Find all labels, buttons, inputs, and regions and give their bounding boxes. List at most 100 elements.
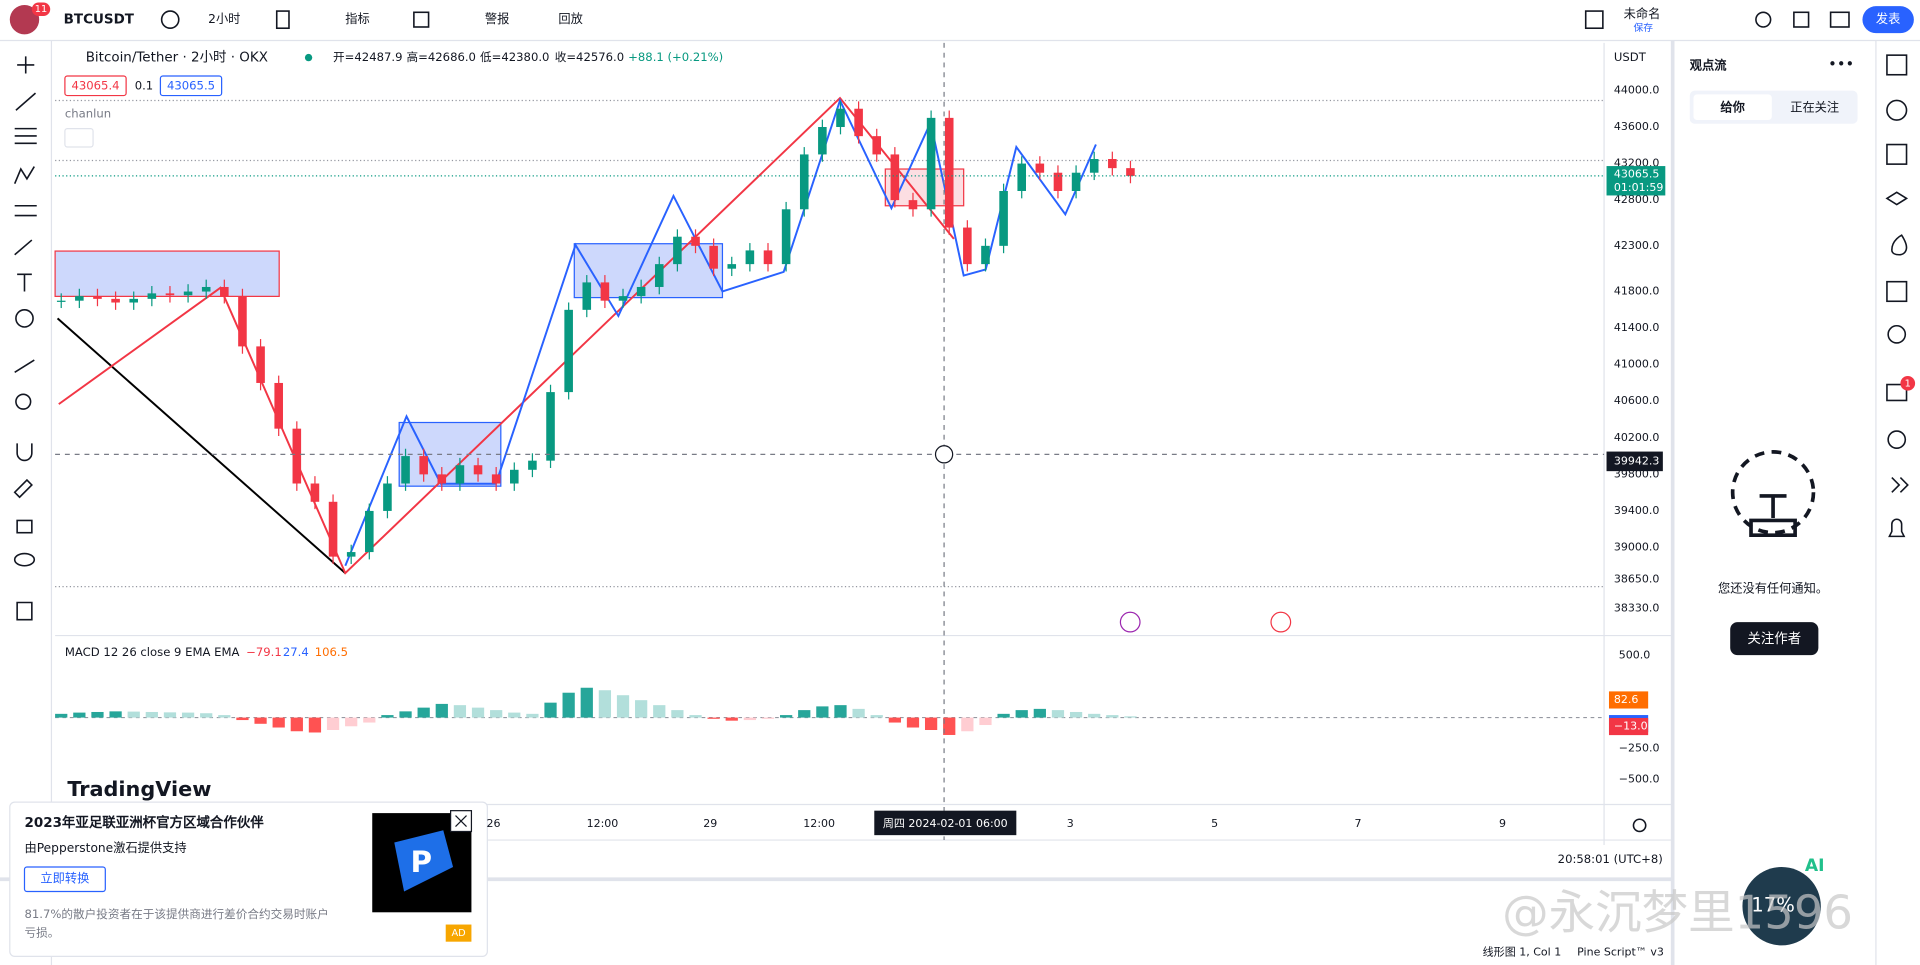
candle — [147, 293, 157, 299]
ask[interactable]: 43065.5 — [167, 78, 215, 92]
avatar-badge: 11 — [35, 4, 47, 15]
candle — [256, 346, 265, 383]
macd-bar — [381, 715, 394, 718]
macd-bar — [91, 711, 104, 718]
y-tick-label: 41800.0 — [1614, 285, 1660, 298]
y-tick-label: 39400.0 — [1614, 504, 1660, 517]
macd-bar — [73, 712, 86, 718]
candle — [111, 298, 120, 303]
right-toolbar[interactable] — [1885, 54, 1909, 538]
y-tick-label: 38650.0 — [1614, 572, 1660, 585]
macd-bar — [961, 717, 974, 732]
svg-text:•••: ••• — [1828, 56, 1854, 73]
candle — [582, 282, 592, 310]
candle — [818, 127, 827, 155]
candle — [383, 483, 392, 511]
candle — [93, 296, 102, 299]
candle — [636, 286, 646, 297]
macd-bar — [743, 717, 756, 721]
x-tick-label: 12:00 — [587, 817, 619, 830]
candle — [1126, 168, 1135, 176]
candle — [510, 469, 519, 484]
x-tick-label: 7 — [1354, 817, 1361, 830]
macd-badge-label: 82.6 — [1614, 693, 1639, 706]
candle — [129, 298, 138, 303]
macd-bar — [163, 712, 177, 718]
save[interactable]: 保存 — [1633, 21, 1653, 34]
layout-name[interactable]: 未命名 — [1624, 6, 1661, 21]
indicators[interactable]: 指标 — [345, 11, 369, 26]
candle — [944, 117, 954, 228]
x-tick-label: 3 — [1067, 817, 1074, 830]
bid[interactable]: 43065.4 — [71, 78, 119, 92]
candle — [1108, 159, 1117, 169]
pine-version: Pine Script™ v3 — [1577, 946, 1664, 959]
candle — [238, 296, 247, 347]
candle — [926, 117, 936, 210]
currency[interactable]: USDT — [1614, 50, 1647, 64]
macd-bar — [1088, 713, 1101, 718]
symbol[interactable]: BTCUSDT — [64, 13, 135, 28]
macd-bar — [399, 711, 412, 718]
macd-bar — [236, 717, 249, 721]
clock: 20:58:01 (UTC+8) — [1558, 852, 1663, 866]
alert[interactable]: 警报 — [485, 11, 509, 26]
macd-bar — [671, 710, 684, 718]
candle — [310, 483, 320, 502]
candle — [165, 293, 175, 296]
macd-bar — [888, 717, 901, 723]
crosshair-time: 周四 2024-02-01 06:00 — [883, 817, 1008, 830]
cpu: 17% — [1751, 894, 1795, 917]
y-tick-label: 40200.0 — [1614, 431, 1660, 444]
ad-button[interactable] — [23, 866, 106, 893]
drawing-tools[interactable] — [13, 56, 37, 621]
macd-bar — [653, 705, 666, 718]
tab-for-you[interactable]: 给你 — [1720, 99, 1745, 114]
candle — [691, 236, 700, 246]
empty-message: 您还没有任何通知。 — [1718, 581, 1828, 596]
follow-label: 关注作者 — [1747, 631, 1801, 647]
macd-bar — [471, 707, 485, 718]
network-widget — [1742, 866, 1821, 946]
macd-bar — [490, 710, 503, 718]
ad-card[interactable] — [9, 801, 488, 957]
macd-bar — [272, 717, 285, 728]
macd-badge — [1608, 691, 1649, 709]
ad-disclaimer: 亏损。 — [24, 926, 59, 940]
ad-button-label: 立即转换 — [40, 871, 89, 886]
macd-bar — [635, 700, 648, 718]
macd-bar — [345, 717, 358, 727]
svg-text:P: P — [410, 845, 432, 879]
macd-bar — [562, 692, 575, 718]
macd-bar — [508, 712, 521, 718]
candle — [618, 296, 628, 301]
weibo-watermark: @永沉梦里1596 — [1502, 885, 1853, 939]
replay[interactable]: 回放 — [558, 11, 582, 26]
tab-following[interactable]: 正在关注 — [1790, 99, 1839, 114]
x-tick-label: 9 — [1499, 817, 1506, 830]
y-tick-label: 41400.0 — [1614, 321, 1660, 334]
follow-button[interactable] — [1730, 622, 1819, 656]
candle — [1017, 163, 1026, 191]
y-tick-label: 42800.0 — [1614, 193, 1660, 206]
macd-bar — [453, 705, 467, 718]
candle — [56, 300, 66, 302]
macd-bar — [109, 711, 122, 718]
macd-bar — [598, 690, 612, 718]
macd-bar — [290, 717, 303, 732]
candle — [727, 264, 737, 269]
y-tick-label: 41000.0 — [1614, 358, 1660, 371]
interval[interactable]: 2小时 — [208, 12, 240, 26]
candle — [220, 286, 229, 297]
candle — [836, 108, 845, 128]
candle — [564, 309, 573, 393]
macd-bar — [834, 705, 847, 718]
macd-bar — [1015, 710, 1028, 718]
ai-badge: AI — [1805, 856, 1825, 876]
candle — [654, 264, 664, 287]
macd-bar — [852, 708, 865, 718]
y-tick-label: 42300.0 — [1614, 239, 1660, 252]
crosshair-price-badge — [1606, 451, 1663, 472]
publish-button[interactable] — [1862, 6, 1914, 34]
avatar[interactable] — [9, 4, 40, 35]
